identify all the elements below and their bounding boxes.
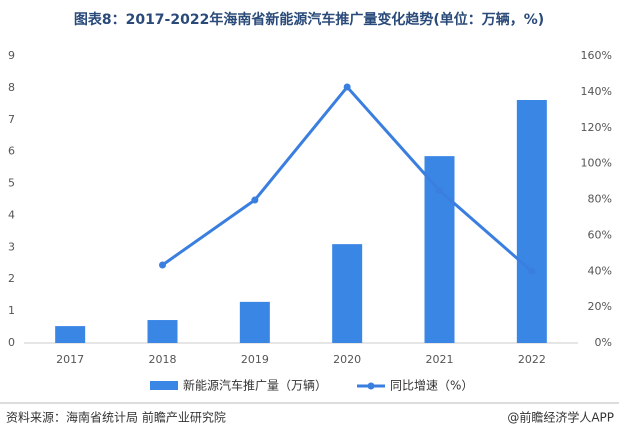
x-tick-label: 2022: [518, 353, 546, 366]
bar: [424, 156, 455, 343]
legend-swatch: [150, 381, 178, 390]
y2-tick-label: 0%: [595, 336, 612, 349]
y2-tick-label: 20%: [588, 300, 612, 313]
y-tick-label: 4: [8, 208, 15, 221]
bar: [147, 320, 178, 343]
y2-tick-label: 140%: [581, 85, 612, 98]
legend-label: 新能源汽车推广量（万辆）: [183, 378, 327, 393]
y-tick-label: 0: [8, 336, 15, 349]
line-point: [528, 267, 536, 275]
y2-tick-label: 120%: [581, 121, 612, 134]
line-point: [436, 187, 443, 195]
legend-label: 同比增速（%）: [390, 379, 473, 393]
y-tick-label: 7: [8, 113, 15, 126]
bar: [332, 244, 363, 343]
y2-tick-label: 160%: [581, 49, 612, 62]
credit: @前瞻经济学人APP: [507, 410, 614, 425]
line-point: [159, 261, 166, 269]
y-tick-label: 8: [8, 81, 15, 94]
y-tick-label: 5: [8, 177, 15, 190]
x-tick-label: 2017: [56, 353, 84, 366]
bar: [239, 301, 270, 343]
x-tick-label: 2021: [426, 353, 454, 366]
line: [161, 84, 533, 273]
chart-title: 图表8：2017-2022年海南省新能源汽车推广量变化趋势(单位：万辆，%): [74, 11, 544, 28]
y2-tick-label: 40%: [588, 264, 612, 277]
y-tick-label: 3: [8, 240, 15, 253]
source: 资料来源：海南省统计局 前瞻产业研究院: [6, 410, 226, 425]
y-tick-label: 2: [8, 272, 15, 285]
bar: [55, 326, 86, 343]
y2-tick-label: 60%: [588, 228, 612, 241]
line-point: [251, 196, 259, 204]
legend-swatch: [367, 382, 375, 390]
y-tick-label: 6: [8, 145, 15, 158]
x-tick-label: 2020: [333, 353, 361, 366]
line-point: [343, 83, 351, 91]
y2-tick-label: 100%: [581, 157, 612, 170]
bar: [516, 100, 547, 343]
x-tick-label: 2018: [149, 353, 177, 366]
y-tick-label: 9: [8, 49, 15, 62]
y-tick-label: 1: [8, 304, 15, 317]
x-tick-label: 2019: [241, 353, 269, 366]
y2-tick-label: 80%: [588, 193, 612, 206]
